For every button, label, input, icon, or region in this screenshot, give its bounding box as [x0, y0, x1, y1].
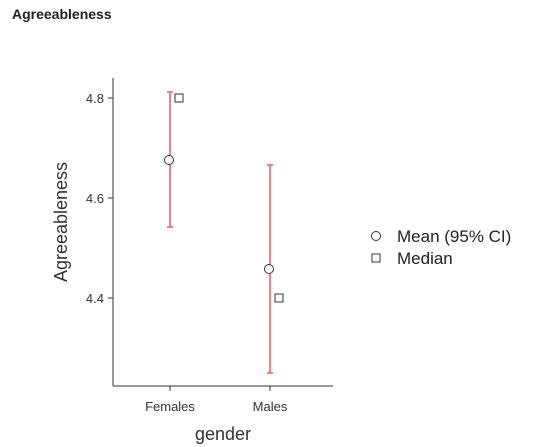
- median-point: [274, 293, 284, 303]
- mean-point: [264, 264, 274, 274]
- page-title: Agreeableness: [12, 6, 112, 22]
- y-axis-title: Agreeableness: [51, 162, 71, 282]
- y-axis-ticks: 4.4 4.6 4.8: [86, 91, 113, 306]
- chart-marks: [164, 91, 284, 374]
- x-tick-label: Males: [253, 399, 288, 414]
- legend-mean-symbol: [371, 231, 381, 241]
- legend-median-symbol: [371, 253, 381, 263]
- y-tick-label: 4.4: [86, 291, 104, 306]
- x-axis-title: gender: [195, 424, 251, 444]
- axes: [112, 78, 333, 387]
- legend: Mean (95% CI) Median: [371, 227, 511, 268]
- y-tick-label: 4.6: [86, 191, 104, 206]
- median-point: [174, 93, 184, 103]
- x-axis-ticks: Females Males: [145, 386, 288, 414]
- legend-median-label: Median: [397, 249, 453, 268]
- legend-mean-label: Mean (95% CI): [397, 227, 511, 246]
- y-tick-label: 4.8: [86, 91, 104, 106]
- mean-point: [164, 155, 174, 165]
- x-tick-label: Females: [145, 399, 195, 414]
